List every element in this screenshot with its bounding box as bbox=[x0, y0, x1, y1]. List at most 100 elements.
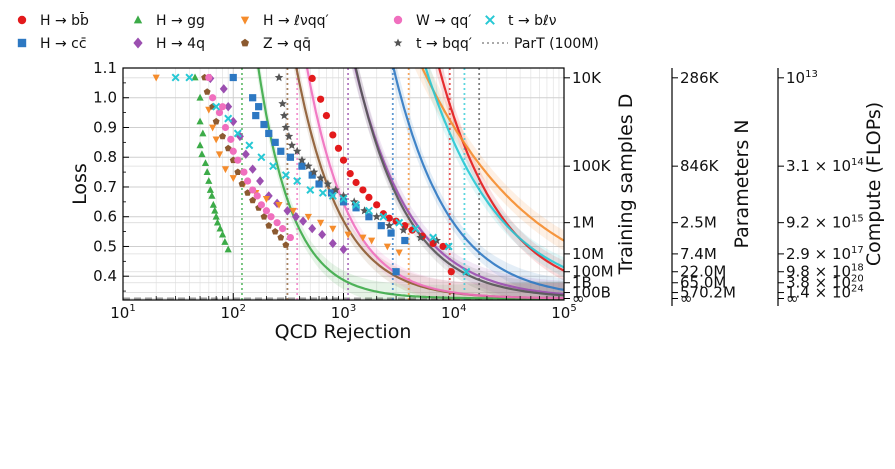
legend-marker-H4q bbox=[133, 37, 143, 49]
x-tick-label: 101 bbox=[110, 303, 135, 322]
right-axis-tick-label: 9.2 × 1015 bbox=[786, 214, 864, 232]
point-tbqq bbox=[274, 73, 284, 82]
right-axis-tick-label: 10K bbox=[572, 69, 602, 87]
point-tbqq bbox=[385, 221, 394, 230]
point-Wqq bbox=[218, 103, 227, 111]
point-Hbb bbox=[339, 156, 348, 164]
y-tick-label: 1.0 bbox=[93, 89, 117, 107]
point-Hgg bbox=[209, 200, 217, 208]
x-tick-label: 105 bbox=[551, 303, 576, 322]
x-axis-ticks: 101 102 103 104 105 bbox=[110, 293, 577, 322]
point-Hcc bbox=[339, 198, 348, 206]
point-H4q bbox=[256, 176, 265, 186]
point-tblv bbox=[257, 153, 266, 162]
point-tbqq bbox=[323, 179, 333, 188]
point-Hcc bbox=[271, 138, 279, 146]
point-tbqq bbox=[316, 173, 325, 182]
point-Hgg bbox=[205, 177, 213, 184]
point-Hlvqq bbox=[383, 243, 391, 251]
legend: H → bb̄ H → gg H → ℓνqq′ W → qq′ t → bℓν H → … bbox=[17, 11, 599, 52]
point-Hgg bbox=[213, 218, 222, 226]
point-H4q bbox=[299, 216, 308, 226]
point-tblv bbox=[185, 73, 194, 82]
point-tbqq bbox=[281, 123, 291, 132]
point-tbqq bbox=[416, 233, 425, 242]
fit-curve-Hbb bbox=[437, 68, 564, 272]
plot-area bbox=[152, 68, 564, 300]
point-Hgg bbox=[196, 117, 204, 125]
point-Wqq bbox=[286, 233, 295, 242]
x-tick-label: 102 bbox=[221, 303, 246, 322]
point-Hlvqq bbox=[209, 124, 217, 132]
point-tbqq bbox=[287, 140, 297, 149]
point-Hgg bbox=[212, 212, 220, 220]
band-Wqq bbox=[304, 68, 564, 300]
legend-label-tblv: t → bℓν bbox=[508, 13, 557, 29]
point-Wqq bbox=[227, 135, 235, 143]
right-axis-tick-label: 3.1 × 1014 bbox=[786, 157, 864, 175]
y-tick-label: 0.4 bbox=[93, 267, 117, 285]
point-tblv bbox=[212, 102, 221, 111]
point-H4q bbox=[308, 223, 317, 234]
point-Wqq bbox=[253, 192, 261, 200]
point-Zqq bbox=[219, 132, 226, 140]
legend-marker-Hlvqq bbox=[240, 16, 250, 25]
point-Zqq bbox=[249, 196, 257, 204]
point-Hcc bbox=[315, 180, 323, 188]
point-tbqq bbox=[349, 197, 359, 206]
legend-label-part: ParT (100M) bbox=[514, 36, 599, 52]
point-tbqq bbox=[297, 155, 307, 164]
point-Hgg bbox=[203, 168, 211, 175]
point-Zqq bbox=[224, 144, 232, 152]
point-Hbb bbox=[359, 186, 367, 194]
legend-marker-Zqq bbox=[241, 38, 249, 47]
point-Hgg bbox=[218, 230, 227, 238]
point-tblv bbox=[233, 129, 242, 138]
right-axis-tick-label: ∞ bbox=[680, 290, 693, 308]
point-Hbb bbox=[373, 201, 381, 209]
point-tblv bbox=[281, 171, 290, 180]
point-tblv bbox=[462, 267, 471, 276]
right-axis-tick-label: 22.0M bbox=[680, 263, 726, 281]
point-Hbb bbox=[352, 178, 360, 187]
point-Hcc bbox=[229, 73, 237, 82]
right-axis-tick-label: 7.4M bbox=[680, 245, 717, 263]
point-Wqq bbox=[267, 213, 275, 221]
point-Wqq bbox=[244, 177, 252, 185]
point-Hcc bbox=[265, 129, 273, 138]
point-tblv bbox=[171, 73, 180, 82]
legend-marker-tblv bbox=[485, 15, 495, 25]
fit-curve-tbqq bbox=[354, 68, 564, 297]
point-Hgg bbox=[224, 245, 232, 253]
right-axis-tick-label: 2.9 × 1017 bbox=[786, 245, 864, 263]
fit-curves bbox=[257, 68, 564, 300]
point-Wqq bbox=[221, 123, 230, 132]
right-axis-tick-label: ∞ bbox=[572, 290, 585, 308]
point-Hgg bbox=[211, 206, 219, 214]
point-Hcc bbox=[255, 103, 263, 111]
legend-label-Hgg: H → gg bbox=[156, 13, 205, 29]
point-Hcc bbox=[249, 94, 257, 102]
point-Hbb bbox=[308, 74, 316, 83]
band-Hbb bbox=[434, 68, 564, 281]
point-Hgg bbox=[196, 93, 204, 101]
right-axis-label-0: Training samples D bbox=[615, 94, 637, 276]
right-axis-tick-label: 1M bbox=[572, 214, 595, 232]
point-Hlvqq bbox=[395, 249, 403, 257]
y-tick-label: 0.5 bbox=[93, 237, 117, 255]
point-Hbb bbox=[334, 144, 343, 152]
point-tblv bbox=[269, 162, 278, 171]
right-axis-tick-label: 1B bbox=[572, 274, 592, 292]
right-axis-label-1: Parameters N bbox=[731, 119, 753, 248]
point-tbqq bbox=[331, 185, 340, 194]
point-tblv bbox=[444, 242, 453, 251]
point-tblv bbox=[224, 114, 233, 123]
point-tbqq bbox=[278, 99, 287, 108]
point-Hcc bbox=[328, 189, 336, 197]
point-Hlvqq bbox=[152, 74, 160, 82]
point-Hlvqq bbox=[359, 234, 367, 242]
band-Hcc bbox=[389, 68, 564, 300]
point-H4q bbox=[291, 212, 300, 222]
point-H4q bbox=[283, 206, 292, 216]
